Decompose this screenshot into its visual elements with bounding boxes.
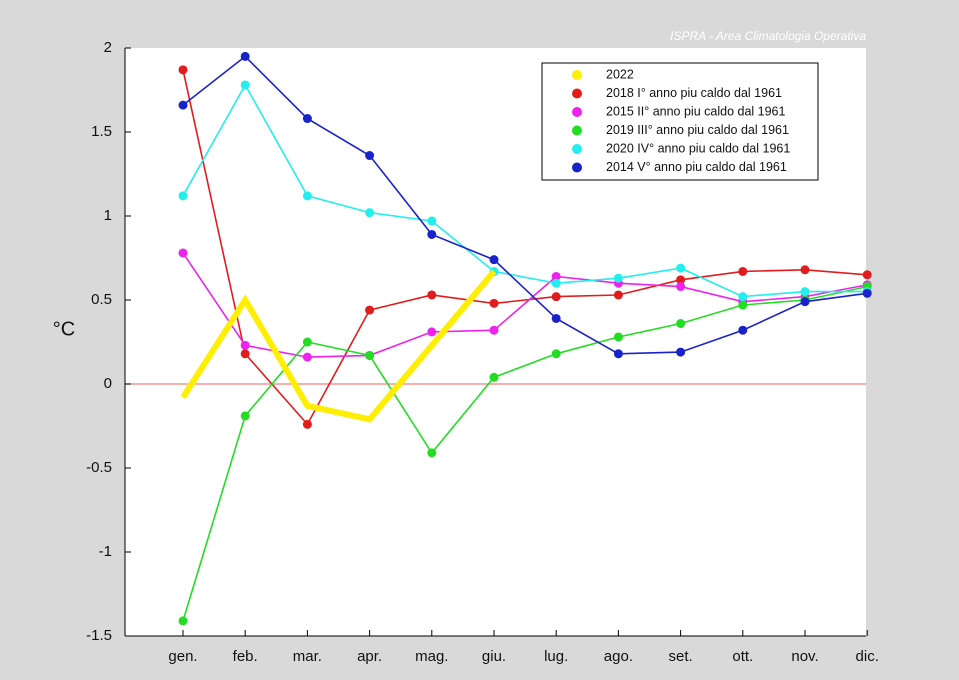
data-point bbox=[551, 271, 561, 281]
data-point bbox=[676, 319, 686, 329]
data-point bbox=[427, 327, 437, 337]
data-point bbox=[365, 208, 375, 218]
data-point bbox=[302, 191, 312, 201]
series-line bbox=[182, 55, 868, 355]
series-line bbox=[182, 69, 868, 426]
legend-box bbox=[541, 62, 819, 181]
data-point bbox=[365, 350, 375, 360]
x-tick-label: mag. bbox=[415, 648, 448, 665]
data-point bbox=[302, 419, 312, 429]
x-tick-label: apr. bbox=[357, 648, 382, 665]
data-point bbox=[862, 288, 872, 298]
data-point bbox=[676, 347, 686, 357]
legend: 2022 2018 I° anno piu caldo dal 1961 2015 … bbox=[541, 62, 819, 181]
y-tick-label: -1.5 bbox=[86, 627, 112, 644]
legend-marker bbox=[572, 144, 582, 154]
x-tick-label: lug. bbox=[544, 648, 568, 665]
data-point bbox=[240, 51, 250, 61]
data-point bbox=[427, 448, 437, 458]
data-point bbox=[489, 298, 499, 308]
x-tick-label: set. bbox=[669, 648, 693, 665]
x-tick-label: nov. bbox=[791, 648, 818, 665]
data-point bbox=[178, 248, 188, 258]
data-point bbox=[178, 616, 188, 626]
data-point bbox=[613, 332, 623, 342]
data-point bbox=[862, 270, 872, 280]
x-tick-label: ott. bbox=[732, 648, 753, 665]
legend-label: 2022 bbox=[606, 67, 634, 81]
data-point bbox=[613, 349, 623, 359]
x-tick-label: feb. bbox=[233, 648, 258, 665]
legend-marker bbox=[572, 162, 582, 173]
x-tick-label: mar. bbox=[293, 648, 322, 665]
data-point bbox=[178, 65, 188, 75]
y-tick-label: 1 bbox=[104, 207, 112, 224]
y-tick-label: 0.5 bbox=[91, 291, 112, 308]
series-2014 bbox=[178, 51, 872, 359]
data-point bbox=[178, 191, 188, 201]
legend-label: 2018 I° anno piu caldo dal 1961 bbox=[606, 86, 782, 100]
data-point bbox=[489, 372, 499, 382]
x-tick-label: gen. bbox=[168, 648, 197, 665]
y-tick-label: 0 bbox=[104, 375, 112, 392]
data-point bbox=[738, 266, 748, 276]
x-tick-label: ago. bbox=[604, 648, 633, 665]
data-point bbox=[302, 352, 312, 362]
legend-marker bbox=[572, 70, 582, 80]
data-point bbox=[489, 325, 499, 335]
data-point bbox=[800, 265, 810, 275]
data-point bbox=[738, 325, 748, 335]
data-point bbox=[551, 349, 561, 359]
series-line bbox=[180, 269, 497, 423]
data-point bbox=[427, 229, 437, 239]
series-layer bbox=[178, 51, 872, 626]
data-point bbox=[613, 290, 623, 300]
y-tick-label: 1.5 bbox=[91, 123, 112, 140]
legend-marker bbox=[572, 107, 582, 117]
data-point bbox=[427, 216, 437, 226]
legend-marker bbox=[572, 88, 582, 99]
data-point bbox=[676, 282, 686, 292]
data-point bbox=[240, 411, 250, 421]
series-2022 bbox=[180, 269, 497, 423]
series-line bbox=[182, 83, 868, 298]
legend-label: 2015 II° anno piu caldo dal 1961 bbox=[606, 104, 785, 118]
y-axis-label: °C bbox=[53, 318, 75, 340]
y-tick-label: 2 bbox=[104, 39, 112, 56]
data-point bbox=[676, 275, 686, 285]
series-line bbox=[182, 285, 868, 622]
data-point bbox=[551, 292, 561, 302]
data-point bbox=[551, 313, 561, 323]
legend-label: 2020 IV° anno piu caldo dal 1961 bbox=[606, 141, 790, 155]
data-point bbox=[613, 273, 623, 283]
data-point bbox=[676, 263, 686, 273]
data-point bbox=[738, 292, 748, 302]
legend-label: 2019 III° anno piu caldo dal 1961 bbox=[606, 123, 789, 137]
data-point bbox=[738, 300, 748, 310]
data-point bbox=[240, 80, 250, 90]
data-point bbox=[302, 114, 312, 124]
x-tick-label: giu. bbox=[482, 648, 506, 665]
data-point bbox=[800, 287, 810, 297]
data-point bbox=[489, 255, 499, 265]
legend-marker bbox=[572, 125, 582, 136]
data-point bbox=[240, 340, 250, 350]
series-2018 bbox=[178, 65, 872, 429]
x-tick-label: dic. bbox=[856, 648, 879, 665]
data-point bbox=[365, 151, 375, 161]
data-point bbox=[365, 305, 375, 315]
data-point bbox=[240, 349, 250, 359]
y-tick-label: -1 bbox=[99, 543, 112, 560]
data-point bbox=[178, 100, 188, 110]
axes: -1.5 -1 -0.5 0 0.5 1 1.5 2 gen. feb. mar. apr. mag. g… bbox=[86, 39, 879, 665]
data-point bbox=[800, 297, 810, 307]
credit-text: ISPRA - Area Climatologia Operativa bbox=[670, 29, 866, 43]
data-point bbox=[551, 278, 561, 288]
legend-label: 2014 V° anno piu caldo dal 1961 bbox=[606, 160, 787, 174]
data-point bbox=[302, 337, 312, 347]
data-point bbox=[427, 290, 437, 300]
y-tick-label: -0.5 bbox=[86, 459, 112, 476]
